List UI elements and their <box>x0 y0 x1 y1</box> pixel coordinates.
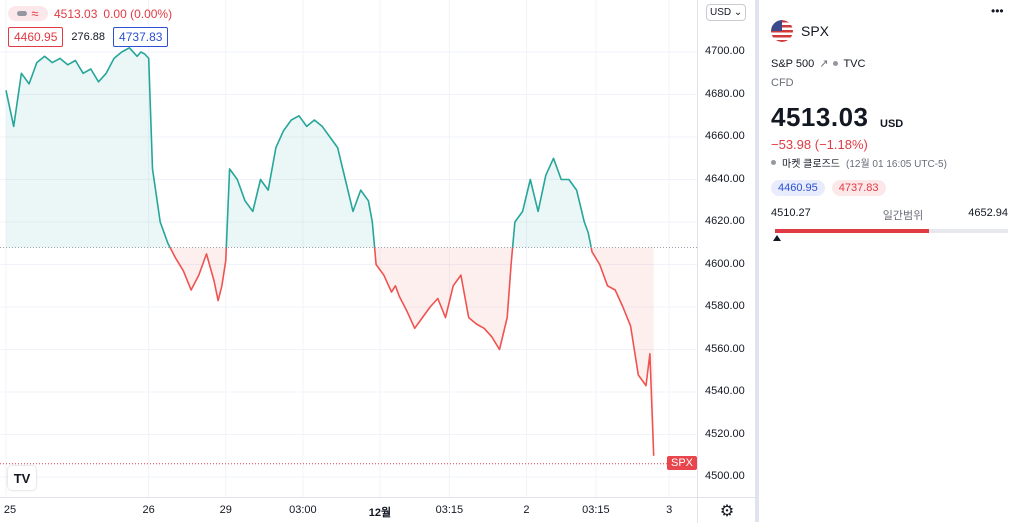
price-line-up <box>5 47 171 248</box>
area-below-baseline <box>170 247 227 301</box>
exchange-row: S&P 500 ↗ TVC <box>771 57 866 71</box>
panel-divider[interactable] <box>755 0 759 522</box>
area-below-baseline <box>591 247 654 456</box>
legend-mid-value: 276.88 <box>71 31 106 43</box>
price-line-down <box>590 247 655 456</box>
price-line-down <box>169 247 228 302</box>
price-tick-label: 4540.00 <box>705 385 745 397</box>
price-tick-label: 4700.00 <box>705 45 745 57</box>
price-chart[interactable] <box>0 0 697 497</box>
price-line-up <box>511 157 592 248</box>
currency-dropdown[interactable]: USD ⌄ <box>706 4 747 21</box>
price-line-up <box>225 115 376 248</box>
price-tick-label: 4620.00 <box>705 215 745 227</box>
chevron-down-icon: ⌄ <box>733 7 743 18</box>
legend-low-box: 4460.95 <box>8 27 64 47</box>
time-scale[interactable]: 25 26 29 03:00 12월 03:15 2 03:15 3 <box>0 497 697 523</box>
wave-icon: ≈ <box>31 6 39 21</box>
price-tick-label: 4500.00 <box>705 470 745 482</box>
time-tick-label: 03:15 <box>582 504 610 516</box>
market-status: 마켓 클로즈드 (12월 01 16:05 UTC-5) <box>771 155 947 170</box>
range-low: 4510.27 <box>771 207 811 219</box>
external-link-icon[interactable]: ↗ <box>819 58 829 70</box>
market-status-time: (12월 01 16:05 UTC-5) <box>845 159 947 170</box>
price-scale[interactable]: USD ⌄ 4700.00 4680.00 4660.00 4640.00 4620.0… <box>697 0 756 497</box>
us-flag-icon <box>771 20 793 42</box>
time-tick-label: 26 <box>142 504 155 516</box>
time-tick-label: 03:15 <box>435 504 464 516</box>
last-price: 4513.03 <box>771 102 869 132</box>
status-dot-icon <box>771 160 776 165</box>
symbol-name[interactable]: SPX <box>801 23 830 39</box>
exchange-name[interactable]: S&P 500 <box>771 57 815 70</box>
legend-header: ≈ 4513.03 0.00 (0.00%) <box>8 6 172 21</box>
time-tick-label: 29 <box>219 504 232 516</box>
area-above-baseline <box>512 158 592 248</box>
time-tick-label: 12월 <box>368 507 392 519</box>
daily-range-bar <box>775 229 1008 233</box>
hide-icon <box>17 11 28 16</box>
currency-label: USD <box>710 7 732 18</box>
range-high: 4652.94 <box>968 207 1008 219</box>
panel-range-pills: 4460.95 4737.83 <box>771 180 886 196</box>
chart-area[interactable]: ≈ 4513.03 0.00 (0.00%) 4460.95 276.88 47… <box>0 0 698 497</box>
symbol-row: SPX <box>771 20 829 42</box>
legend-high-box: 4737.83 <box>113 27 169 47</box>
separator-dot <box>833 61 839 66</box>
symbol-details-panel: SPX ••• S&P 500 ↗ TVC CFD 4513.03 USD −5… <box>759 0 1019 522</box>
legend-price: 4513.03 <box>54 6 98 21</box>
time-tick-label: 03:00 <box>289 504 317 516</box>
panel-high-pill: 4737.83 <box>831 180 886 196</box>
range-marker-icon <box>773 235 781 241</box>
legend-toggle[interactable]: ≈ <box>8 6 48 21</box>
gear-icon: ⚙ <box>719 502 735 520</box>
price-tick-label: 4600.00 <box>705 257 745 270</box>
area-below-baseline <box>374 247 513 350</box>
tradingview-logo[interactable]: TV <box>8 466 36 490</box>
price-tick-label: 4580.00 <box>705 300 745 312</box>
settings-button[interactable]: ⚙ <box>697 497 756 523</box>
price-change: −53.98 (−1.18%) <box>771 137 868 152</box>
price-tick-label: 4660.00 <box>705 130 745 142</box>
symbol-end-label: SPX <box>667 455 698 470</box>
price-tick-label: 4560.00 <box>705 342 745 355</box>
instrument-type: CFD <box>771 77 794 89</box>
more-icon[interactable]: ••• <box>991 4 1004 18</box>
daily-range-fill <box>775 229 929 233</box>
time-tick-label: 3 <box>666 504 673 516</box>
panel-low-pill: 4460.95 <box>771 180 825 196</box>
range-label: 일간범위 <box>882 210 924 222</box>
price-tick-label: 4520.00 <box>705 427 745 440</box>
time-tick-label: 2 <box>523 504 530 516</box>
legend-range-row: 4460.95 276.88 4737.83 <box>8 27 169 47</box>
area-above-baseline <box>6 47 171 248</box>
exchange-source: TVC <box>843 57 866 70</box>
legend-change: 0.00 (0.00%) <box>103 6 173 21</box>
price-line-down <box>373 247 514 351</box>
price-tick-label: 4680.00 <box>705 87 745 100</box>
price-tick-label: 4640.00 <box>705 172 745 185</box>
price-currency: USD <box>880 118 904 130</box>
time-tick-label: 25 <box>3 504 17 516</box>
area-above-baseline <box>226 115 375 248</box>
market-status-label: 마켓 클로즈드 <box>782 159 840 170</box>
